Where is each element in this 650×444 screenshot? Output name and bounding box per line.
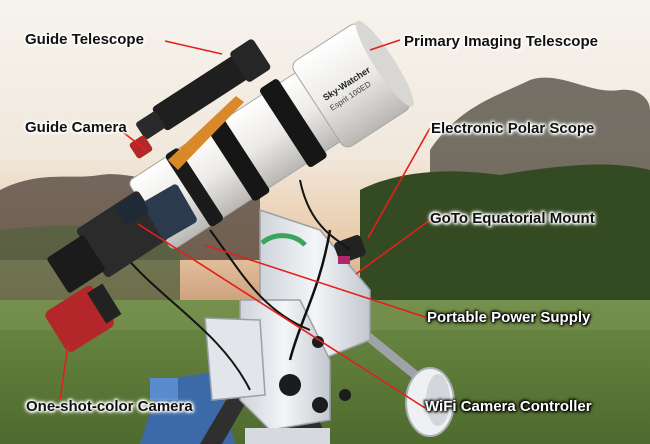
guide-bracket [168, 96, 244, 170]
label-goto-equatorial-mount: GoTo Equatorial Mount [430, 210, 595, 227]
label-guide-telescope: Guide Telescope [25, 31, 144, 48]
label-portable-power-supply: Portable Power Supply [427, 309, 591, 326]
label-wifi-camera-controller: WiFi Camera Controller [425, 398, 592, 415]
label-primary-imaging-telescope: Primary Imaging Telescope [404, 33, 598, 50]
primary-telescope: Sky-Watcher Esprit 100ED [47, 20, 414, 293]
color-camera [45, 283, 122, 352]
wifi-controller [143, 184, 197, 240]
guide-scope [136, 39, 271, 140]
callout-lines [59, 39, 431, 409]
label-electronic-polar-scope: Electronic Polar Scope [431, 120, 595, 137]
label-one-shot-color-camera: One-shot-color Camera [26, 398, 193, 415]
label-guide-camera: Guide Camera [25, 119, 127, 136]
